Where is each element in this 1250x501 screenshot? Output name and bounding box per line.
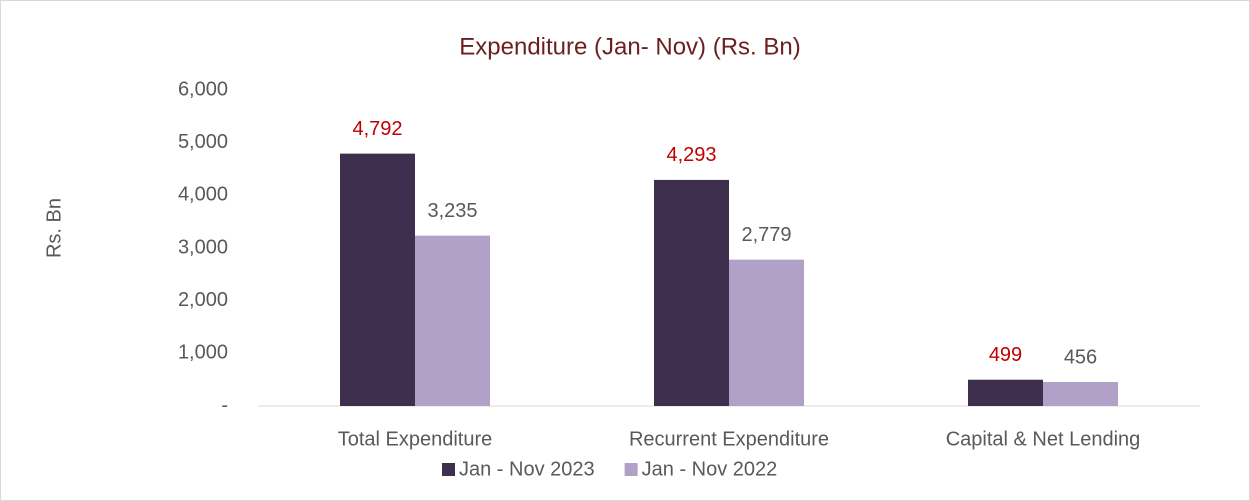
data-label: 499 bbox=[989, 344, 1022, 366]
data-label: 4,792 bbox=[352, 118, 402, 140]
x-tick-label: Total Expenditure bbox=[338, 428, 493, 450]
data-label: 3,235 bbox=[427, 200, 477, 222]
y-axis-label: Rs. Bn bbox=[43, 198, 65, 258]
bar bbox=[654, 179, 729, 406]
legend-swatch bbox=[442, 463, 455, 476]
legend-label: Jan - Nov 2023 bbox=[459, 458, 595, 480]
data-label: 2,779 bbox=[741, 224, 791, 246]
y-tick-label: - bbox=[221, 394, 228, 416]
bar bbox=[415, 235, 490, 406]
bar bbox=[968, 379, 1043, 406]
data-label: 456 bbox=[1064, 346, 1097, 368]
y-tick-label: 3,000 bbox=[178, 236, 228, 258]
y-tick-label: 5,000 bbox=[178, 131, 228, 153]
legend-label: Jan - Nov 2022 bbox=[642, 458, 778, 480]
chart-title: Expenditure (Jan- Nov) (Rs. Bn) bbox=[459, 33, 800, 60]
y-tick-label: 6,000 bbox=[178, 78, 228, 100]
bar bbox=[340, 153, 415, 406]
bar bbox=[1043, 381, 1118, 406]
y-tick-label: 1,000 bbox=[178, 342, 228, 364]
y-tick-label: 2,000 bbox=[178, 289, 228, 311]
legend-swatch bbox=[624, 463, 638, 476]
x-tick-label: Recurrent Expenditure bbox=[629, 428, 829, 450]
x-tick-label: Capital & Net Lending bbox=[946, 428, 1141, 450]
y-tick-label: 4,000 bbox=[178, 184, 228, 206]
data-label: 4,293 bbox=[666, 144, 716, 166]
bar bbox=[729, 259, 804, 406]
